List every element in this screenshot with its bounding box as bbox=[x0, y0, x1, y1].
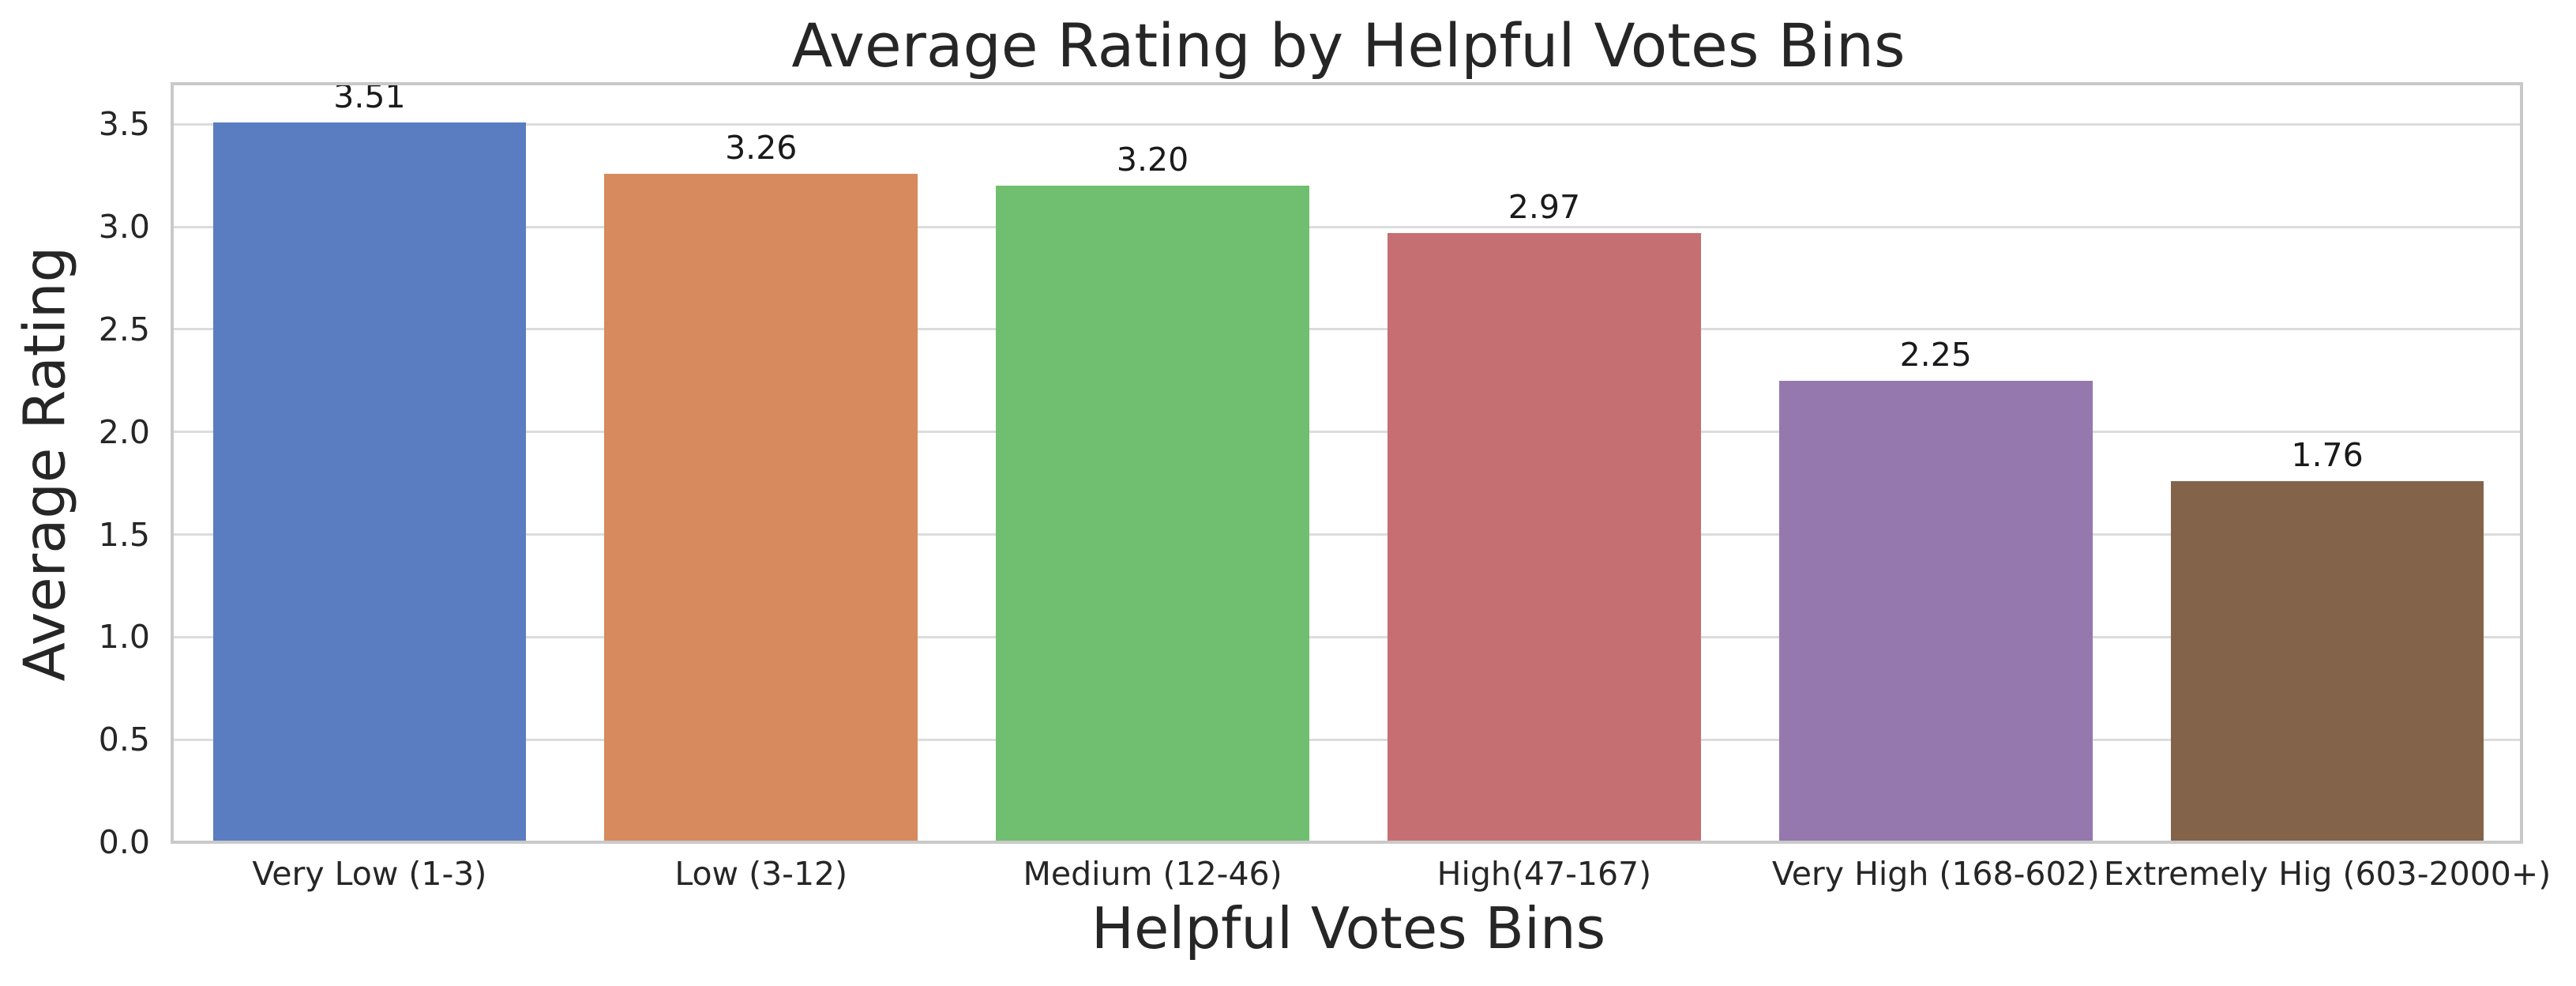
gridline bbox=[174, 122, 2523, 126]
chart-title: Average Rating by Helpful Votes Bins bbox=[791, 10, 1906, 81]
bar-value-label: 3.51 bbox=[333, 77, 406, 115]
bar-value-label: 3.26 bbox=[725, 128, 798, 167]
x-axis-label: Helpful Votes Bins bbox=[1091, 895, 1606, 962]
gridline bbox=[174, 533, 2523, 536]
x-tick-label: Very Low (1-3) bbox=[252, 855, 487, 893]
bar-value-label: 3.20 bbox=[1116, 141, 1189, 179]
bar-3 bbox=[996, 186, 1309, 842]
gridline bbox=[174, 225, 2523, 228]
x-tick-label: High(47-167) bbox=[1436, 855, 1652, 893]
gridline bbox=[174, 431, 2523, 434]
bar-value-label: 2.97 bbox=[1508, 187, 1581, 226]
y-tick-label: 2.0 bbox=[98, 412, 150, 451]
gridline bbox=[174, 738, 2523, 741]
bar-6 bbox=[2170, 481, 2484, 842]
x-tick-label: Low (3-12) bbox=[674, 855, 848, 893]
bar-4 bbox=[1388, 232, 1701, 842]
gridline bbox=[174, 635, 2523, 638]
x-tick-label: Very High (168-602) bbox=[1771, 855, 2100, 893]
y-tick-label: 2.5 bbox=[98, 310, 150, 348]
y-tick-label: 3.0 bbox=[98, 208, 150, 246]
y-tick-label: 0.0 bbox=[98, 823, 150, 861]
bar-2 bbox=[604, 173, 918, 842]
y-tick-label: 3.5 bbox=[98, 105, 150, 144]
y-tick-label: 1.5 bbox=[98, 515, 150, 554]
bar-1 bbox=[212, 122, 527, 842]
bar-value-label: 2.25 bbox=[1899, 335, 1972, 374]
bar-5 bbox=[1778, 380, 2093, 842]
y-tick-label: 0.5 bbox=[98, 721, 150, 759]
gridline bbox=[174, 328, 2523, 331]
y-tick-label: 1.0 bbox=[98, 618, 150, 657]
bar-value-label: 1.76 bbox=[2291, 436, 2364, 475]
x-tick-label: Medium (12-46) bbox=[1023, 855, 1282, 893]
x-tick-label: Extremely Hig (603-2000+) bbox=[2103, 855, 2552, 893]
